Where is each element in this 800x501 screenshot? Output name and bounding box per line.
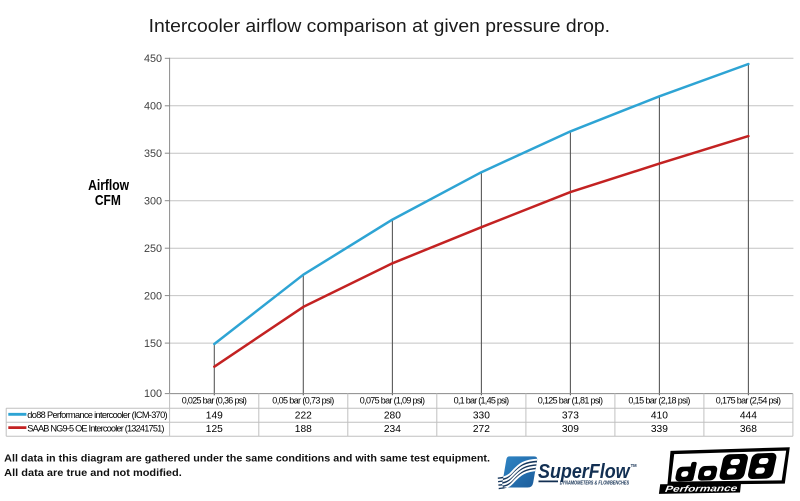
svg-text:272: 272 [473,424,490,435]
svg-text:188: 188 [295,424,312,435]
svg-text:200: 200 [144,290,162,302]
svg-text:149: 149 [206,410,223,421]
svg-text:450: 450 [144,53,162,65]
svg-text:SAAB NG9-5 OE Intercooler (132: SAAB NG9-5 OE Intercooler (13241751) [27,424,164,434]
svg-text:368: 368 [740,424,757,435]
svg-text:309: 309 [562,424,579,435]
svg-text:0,05 bar (0,73 psi): 0,05 bar (0,73 psi) [272,396,334,406]
svg-text:0,15 bar (2,18 psi): 0,15 bar (2,18 psi) [628,396,690,406]
svg-text:0,175 bar (2,54 psi): 0,175 bar (2,54 psi) [716,396,781,406]
svg-text:DYNAMOMETERS & FLOWBENCHES: DYNAMOMETERS & FLOWBENCHES [560,480,629,486]
svg-text:150: 150 [144,338,162,350]
svg-text:350: 350 [144,148,162,160]
svg-text:0,125 bar (1,81 psi): 0,125 bar (1,81 psi) [538,396,603,406]
svg-text:400: 400 [144,101,162,113]
svg-text:Intercooler airflow comparison: Intercooler airflow comparison at given … [149,16,610,36]
svg-text:CFM: CFM [95,193,121,209]
svg-text:330: 330 [473,410,490,421]
svg-text:0,025 bar (0,36 psi): 0,025 bar (0,36 psi) [182,396,247,406]
svg-text:410: 410 [651,410,668,421]
svg-text:All data are true and not modi: All data are true and not modified. [4,467,182,479]
svg-text:373: 373 [562,410,579,421]
svg-text:222: 222 [295,410,312,421]
svg-text:100: 100 [144,388,162,400]
svg-text:0,075 bar (1,09 psi): 0,075 bar (1,09 psi) [360,396,425,406]
svg-text:250: 250 [144,243,162,255]
svg-text:280: 280 [384,410,401,421]
svg-text:234: 234 [384,424,401,435]
svg-text:444: 444 [740,410,757,421]
svg-text:TM: TM [631,463,638,468]
svg-text:Performance: Performance [664,483,738,494]
svg-text:do88 Performance intercooler (: do88 Performance intercooler (ICM-370) [27,410,167,420]
svg-text:125: 125 [206,424,223,435]
svg-text:300: 300 [144,196,162,208]
svg-text:0,1 bar (1,45 psi): 0,1 bar (1,45 psi) [454,396,510,406]
svg-text:SuperFlow: SuperFlow [538,461,631,483]
svg-text:All data in this diagram are g: All data in this diagram are gathered un… [4,453,490,465]
svg-text:Airflow: Airflow [88,178,130,194]
svg-text:339: 339 [651,424,668,435]
